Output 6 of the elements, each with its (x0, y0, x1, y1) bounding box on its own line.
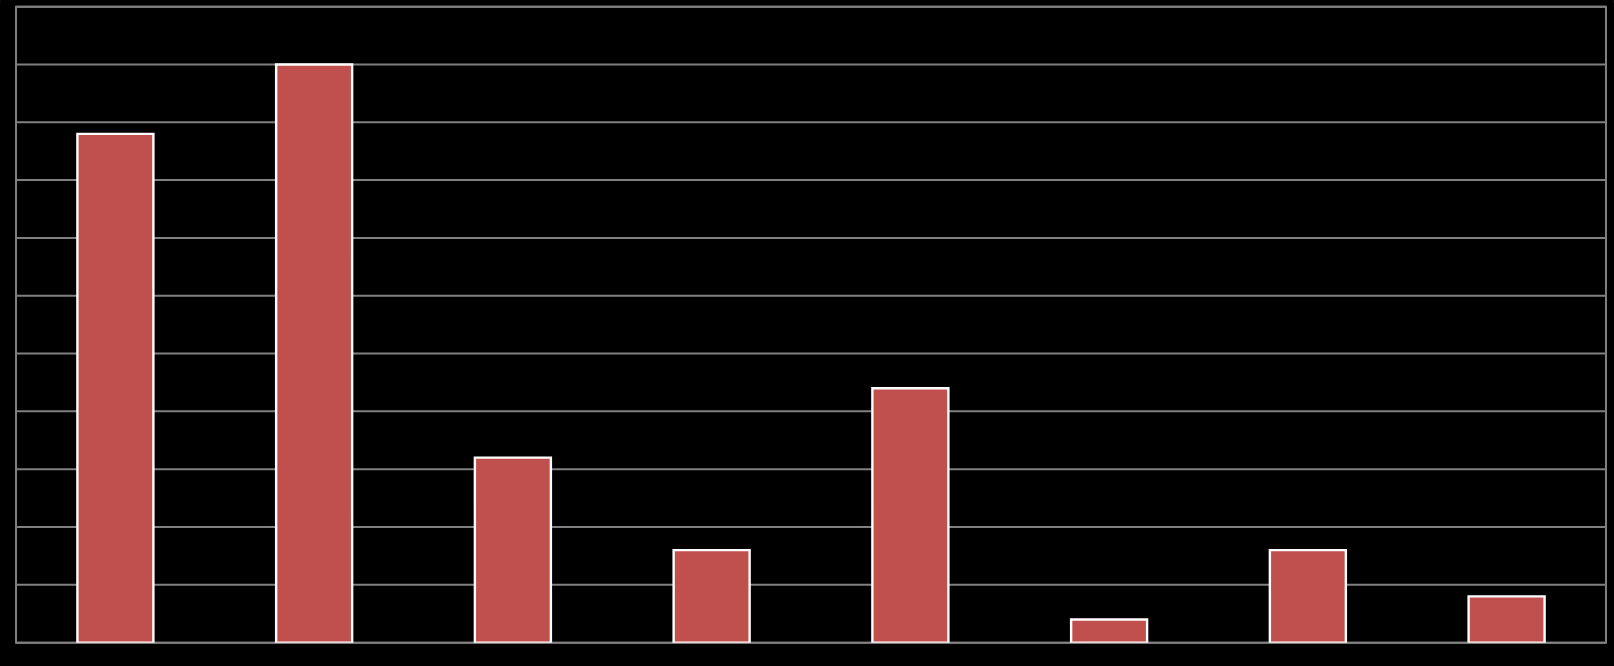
bar (473, 456, 553, 643)
bar (1268, 548, 1348, 643)
bar (274, 62, 354, 643)
bar (76, 132, 155, 643)
bar (672, 548, 751, 643)
bar (871, 386, 950, 643)
